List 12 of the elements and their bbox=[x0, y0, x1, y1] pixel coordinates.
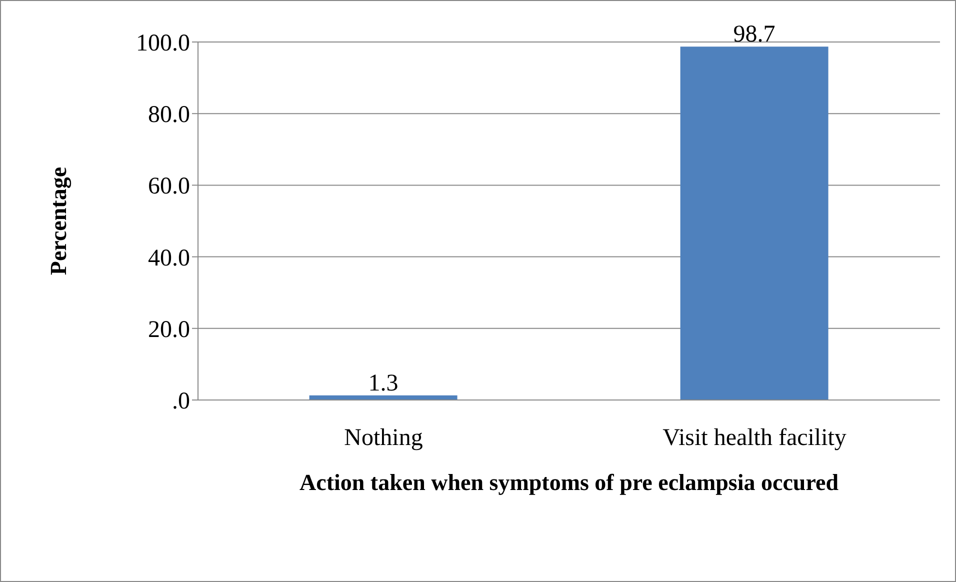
y-tick-label: 40.0 bbox=[148, 245, 190, 272]
y-tick-label: 100.0 bbox=[136, 30, 190, 57]
data-label: 98.7 bbox=[733, 22, 776, 48]
y-axis-title: Percentage bbox=[46, 166, 72, 276]
x-tick-label: Nothing bbox=[344, 425, 423, 452]
y-tick-label: 20.0 bbox=[148, 316, 190, 343]
x-tick-label: Visit health facility bbox=[662, 425, 846, 452]
y-tick-label: 80.0 bbox=[148, 102, 190, 128]
data-label: 1.3 bbox=[368, 370, 398, 396]
y-tick-label: 60.0 bbox=[148, 174, 190, 200]
x-axis-title: Action taken when symptoms of pre eclampsia occured bbox=[300, 470, 839, 495]
y-tick-label: .0 bbox=[172, 388, 190, 415]
